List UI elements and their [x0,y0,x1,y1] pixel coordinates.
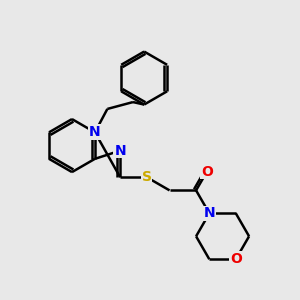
Text: S: S [142,170,152,184]
Text: N: N [89,125,101,139]
Text: O: O [201,165,213,178]
Text: N: N [114,144,126,158]
Text: N: N [203,206,215,220]
Text: O: O [230,252,242,266]
